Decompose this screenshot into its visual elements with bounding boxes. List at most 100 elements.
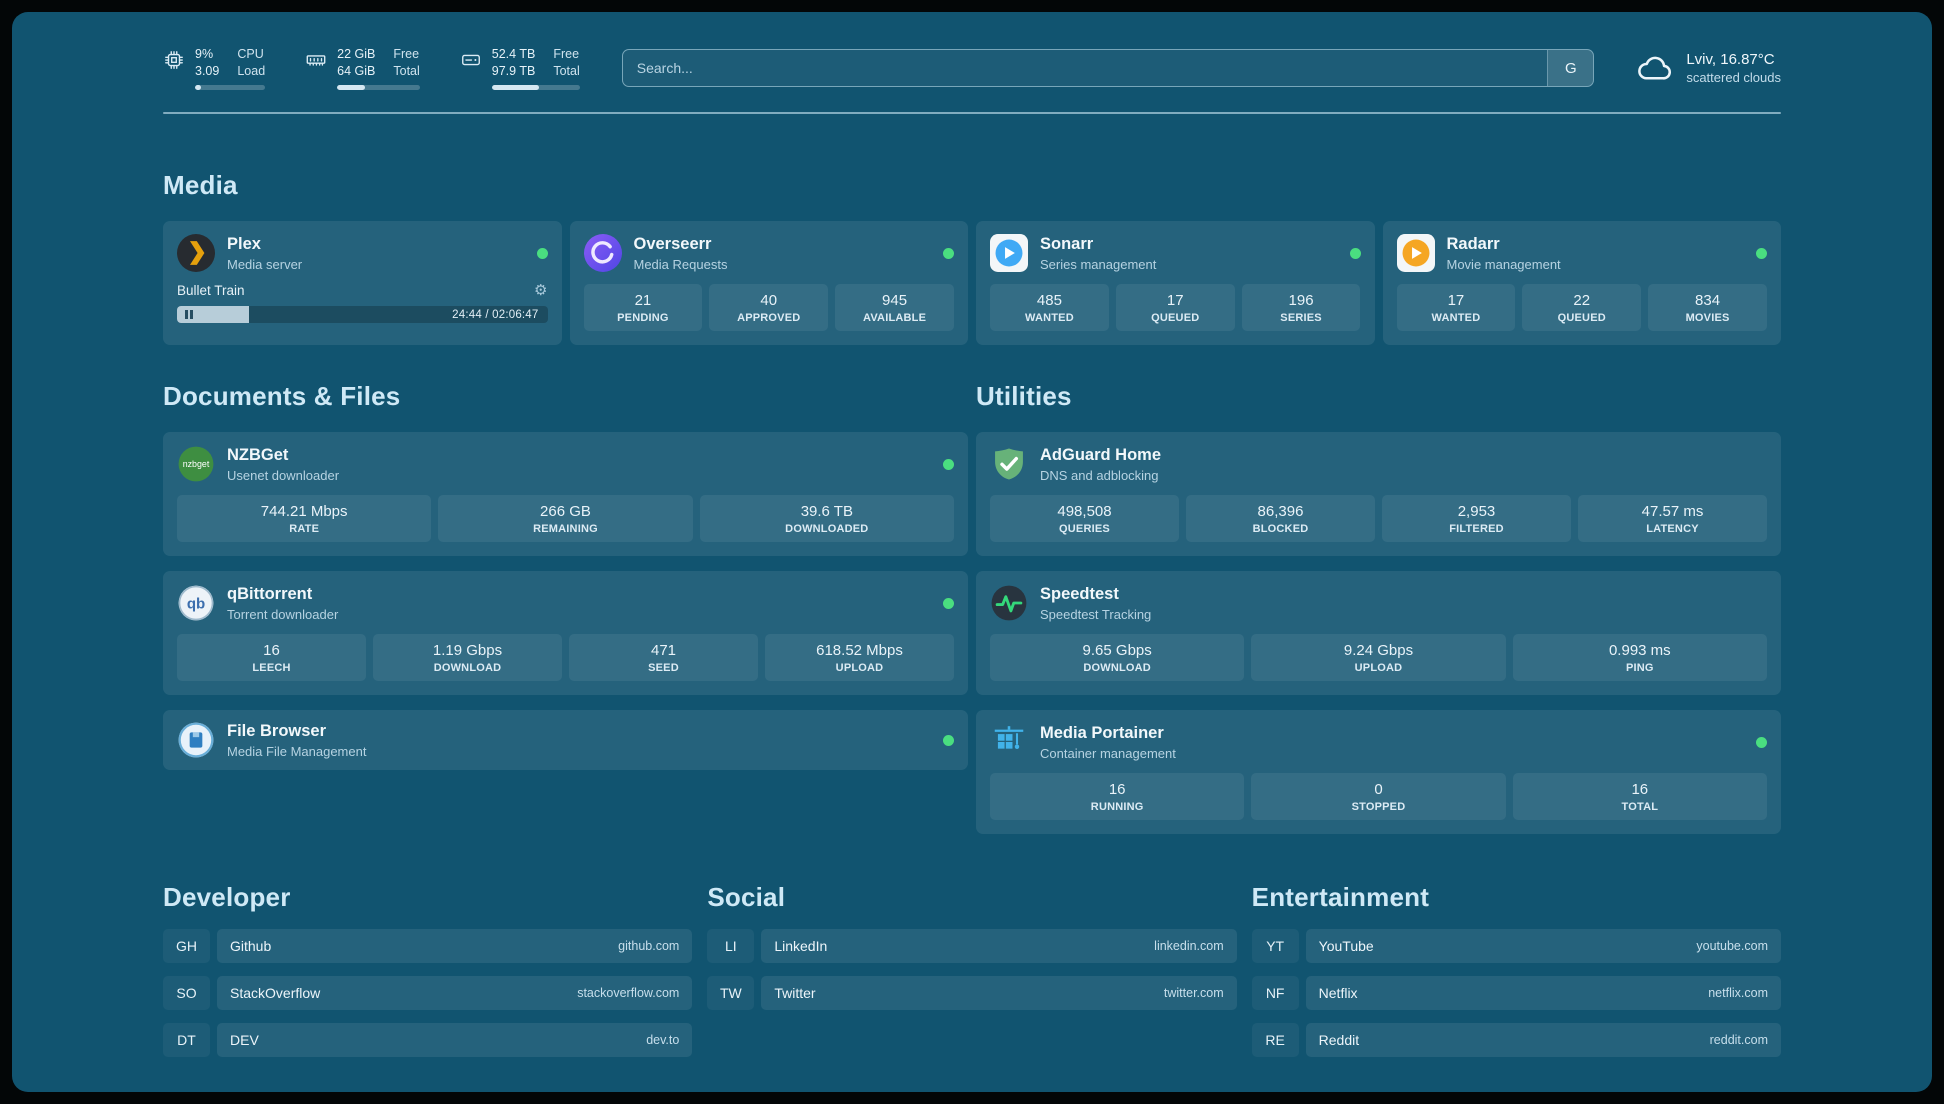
filebrowser-header: File Browser Media File Management — [177, 721, 954, 759]
utilities-column: AdGuard Home DNS and adblocking 498,508 … — [976, 432, 1781, 834]
two-column-area: nzbget NZBGet Usenet downloader 744.21 M… — [163, 432, 1781, 834]
overseerr-header: Overseerr Media Requests — [583, 234, 954, 272]
bookmark-abbr: NF — [1251, 976, 1299, 1010]
bookmark-name: Reddit — [1318, 1032, 1360, 1048]
bookmark-netflix[interactable]: NF Netflix netflix.com — [1251, 976, 1781, 1010]
adguard-stats: 498,508 QUERIES 86,396 BLOCKED 2,953 FIL… — [990, 495, 1767, 542]
bookmark-linkedin[interactable]: LI LinkedIn linkedin.com — [707, 929, 1237, 963]
search-input[interactable] — [622, 50, 1548, 86]
stat-tile: 1.19 Gbps DOWNLOAD — [373, 634, 562, 681]
svg-text:qb: qb — [187, 596, 205, 613]
sonarr-stats: 485 WANTED 17 QUEUED 196 SERIES — [990, 284, 1361, 331]
stat-tile: 2,953 FILTERED — [1382, 495, 1571, 542]
bookmark-domain: youtube.com — [1696, 939, 1768, 953]
plex-text: Plex Media server — [227, 235, 302, 272]
memory-progress-track — [337, 85, 420, 90]
bookmark-dev[interactable]: DT DEV dev.to — [163, 1023, 693, 1057]
service-card-radarr[interactable]: Radarr Movie management 17 WANTED 22 QUE… — [1382, 221, 1781, 345]
bookmark-abbr: SO — [163, 976, 210, 1010]
stat-tile: 471 SEED — [569, 634, 758, 681]
service-subtitle: Usenet downloader — [227, 467, 340, 483]
status-dot — [943, 247, 954, 259]
status-dot — [943, 458, 954, 470]
service-name: Overseerr — [633, 234, 712, 253]
stat-tile: 945 AVAILABLE — [835, 284, 954, 331]
service-name: AdGuard Home — [1040, 445, 1162, 464]
stat-tile: 47.57 ms LATENCY — [1578, 495, 1767, 542]
disk-icon — [460, 49, 482, 71]
dashboard-content: 9% 3.09 CPU Load — [163, 12, 1781, 1086]
gear-icon[interactable]: ⚙ — [534, 282, 548, 299]
system-stats: 9% 3.09 CPU Load — [163, 46, 580, 90]
bookmark-github[interactable]: GH Github github.com — [163, 929, 693, 963]
nzbget-icon: nzbget — [177, 445, 215, 483]
filebrowser-icon — [177, 721, 215, 759]
service-card-nzbget[interactable]: nzbget NZBGet Usenet downloader 744.21 M… — [163, 432, 968, 556]
section-title-media: Media — [163, 170, 238, 200]
service-card-portainer[interactable]: Media Portainer Container management 16 … — [976, 710, 1781, 834]
cpu-labels: CPU Load — [237, 47, 266, 78]
stat-tile: 16 RUNNING — [990, 773, 1245, 820]
search-provider-button[interactable]: G — [1547, 50, 1594, 86]
service-card-plex[interactable]: Plex Media server Bullet Train ⚙ 24:44 /… — [163, 221, 562, 345]
qbittorrent-header: qb qBittorrent Torrent downloader — [177, 584, 954, 622]
sonarr-text: Sonarr Series management — [1040, 235, 1156, 272]
section-title-documents: Documents & Files — [163, 381, 401, 411]
bookmark-reddit[interactable]: RE Reddit reddit.com — [1251, 1023, 1781, 1057]
service-name: Plex — [227, 234, 261, 253]
pause-icon[interactable] — [185, 310, 193, 319]
stat-tile: 9.24 Gbps UPLOAD — [1251, 634, 1506, 681]
bookmark-domain: reddit.com — [1709, 1033, 1768, 1047]
stat-tile: 834 MOVIES — [1648, 284, 1767, 331]
cpu-progress-track — [195, 85, 266, 90]
nzbget-text: NZBGet Usenet downloader — [227, 446, 339, 483]
bookmark-main: YouTube youtube.com — [1305, 929, 1781, 963]
plex-now-playing: Bullet Train ⚙ 24:44 / 02:06:47 — [177, 283, 548, 323]
bookmark-abbr: DT — [163, 1023, 210, 1057]
memory-labels: Free Total — [393, 47, 420, 78]
service-card-filebrowser[interactable]: File Browser Media File Management — [163, 710, 968, 770]
bookmark-main: Reddit reddit.com — [1305, 1023, 1781, 1057]
nzbget-stats: 744.21 Mbps RATE 266 GB REMAINING 39.6 T… — [177, 495, 954, 542]
overseerr-icon — [583, 234, 622, 272]
stat-tile: 22 QUEUED — [1522, 284, 1642, 331]
bookmark-name: StackOverflow — [230, 985, 321, 1001]
adguard-header: AdGuard Home DNS and adblocking — [990, 445, 1767, 483]
portainer-stats: 16 RUNNING 0 STOPPED 16 TOTAL — [990, 773, 1767, 820]
disk-stat-body: 52.4 TB 97.9 TB Free Total — [491, 46, 580, 90]
service-name: NZBGet — [227, 445, 289, 464]
stat-tile: 40 APPROVED — [709, 284, 829, 331]
bookmark-youtube[interactable]: YT YouTube youtube.com — [1251, 929, 1781, 963]
service-subtitle: Container management — [1040, 745, 1176, 761]
playback-progress-bar: 24:44 / 02:06:47 — [177, 306, 548, 323]
overseerr-stats: 21 PENDING 40 APPROVED 945 AVAILABLE — [583, 284, 955, 331]
cpu-values: 9% 3.09 — [195, 46, 219, 79]
bookmark-stackoverflow[interactable]: SO StackOverflow stackoverflow.com — [163, 976, 693, 1010]
radarr-stats: 17 WANTED 22 QUEUED 834 MOVIES — [1396, 284, 1768, 331]
bookmark-twitter[interactable]: TW Twitter twitter.com — [707, 976, 1237, 1010]
status-dot — [536, 247, 548, 259]
service-subtitle: Speedtest Tracking — [1040, 606, 1152, 622]
status-dot — [1756, 247, 1767, 259]
service-card-sonarr[interactable]: Sonarr Series management 485 WANTED 17 Q… — [976, 221, 1375, 345]
sonarr-icon — [990, 234, 1028, 272]
bookmark-main: Twitter twitter.com — [761, 976, 1237, 1010]
stat-tile: 0.993 ms PING — [1512, 634, 1767, 681]
documents-column: nzbget NZBGet Usenet downloader 744.21 M… — [163, 432, 968, 770]
weather-widget: Lviv, 16.87°C scattered clouds — [1636, 49, 1781, 87]
disk-progress-fill — [491, 85, 540, 90]
speedtest-text: Speedtest Speedtest Tracking — [1040, 585, 1151, 622]
bookmark-abbr: TW — [707, 976, 755, 1010]
service-card-overseerr[interactable]: Overseerr Media Requests 21 PENDING 40 A… — [569, 221, 968, 345]
cpu-stat-body: 9% 3.09 CPU Load — [195, 46, 266, 90]
bookmark-abbr: YT — [1251, 929, 1299, 963]
bookmark-main: Netflix netflix.com — [1305, 976, 1781, 1010]
radarr-text: Radarr Movie management — [1447, 235, 1561, 272]
stat-tile: 21 PENDING — [583, 284, 703, 331]
service-card-qbittorrent[interactable]: qb qBittorrent Torrent downloader 16 LEE… — [163, 571, 968, 695]
service-card-speedtest[interactable]: Speedtest Speedtest Tracking 9.65 Gbps D… — [976, 571, 1781, 695]
bookmark-name: Netflix — [1318, 985, 1358, 1001]
service-name: Speedtest — [1040, 584, 1119, 603]
service-card-adguard[interactable]: AdGuard Home DNS and adblocking 498,508 … — [976, 432, 1781, 556]
playback-time: 24:44 / 02:06:47 — [452, 308, 539, 321]
